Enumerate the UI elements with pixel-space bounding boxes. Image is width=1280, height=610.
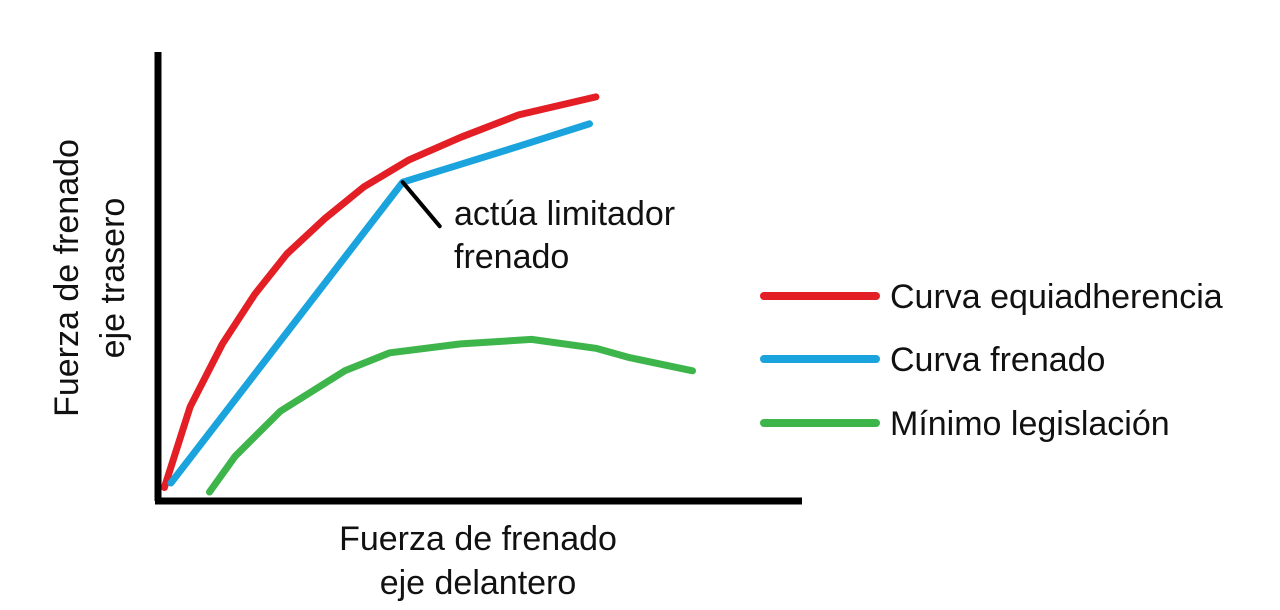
- y-axis-label-line-2: eje trasero: [94, 198, 132, 359]
- y-axis-label-2: eje trasero: [94, 198, 132, 359]
- series-line-equiadherencia: [160, 93, 600, 491]
- x-axis-label-line-2: eje delantero: [380, 564, 577, 602]
- legend: Curva equiadherencia Curva frenado Mínim…: [760, 278, 1223, 443]
- y-axis-label-line-1: Fuerza de frenado: [48, 139, 86, 417]
- annotation-text-line-1: actúa limitador: [454, 195, 675, 233]
- series-line-frenado: [167, 120, 593, 487]
- series-line-minimo-legislacion: [206, 335, 696, 496]
- legend-label-equiadherencia: Curva equiadherencia: [890, 278, 1223, 316]
- plot-lines: [160, 93, 696, 496]
- legend-label-frenado: Curva frenado: [890, 341, 1105, 379]
- annotation-text-line-2: frenado: [454, 238, 569, 276]
- legend-label-minimo-legislacion: Mínimo legislación: [890, 405, 1170, 443]
- x-axis-label-line-1: Fuerza de frenado: [339, 520, 617, 558]
- annotation-leader-line: [400, 180, 442, 229]
- y-axis-label: Fuerza de frenado: [48, 139, 86, 417]
